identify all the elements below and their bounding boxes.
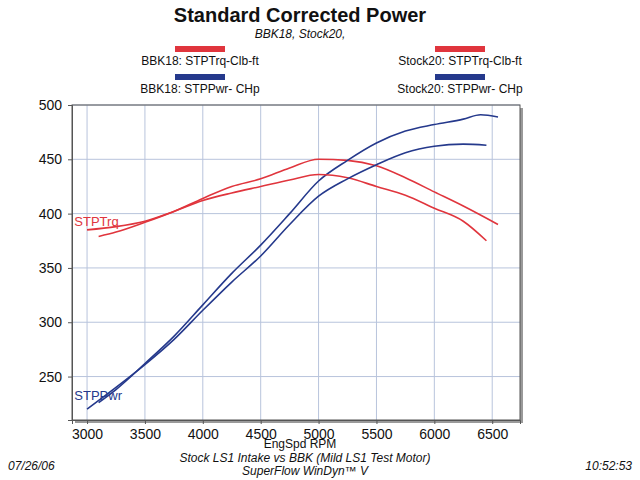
series-line [99,115,498,403]
x-tick-mark [492,420,493,424]
legend-swatch [435,74,485,80]
x-tick-label: 3000 [72,426,103,442]
grid-line-y [72,213,520,214]
grid-line-y [72,267,520,268]
legend-swatch [435,46,485,52]
series-line [87,144,486,409]
y-tick-mark [68,159,72,160]
grid-line-x [144,105,145,420]
grid-line-y [72,376,520,377]
legend-swatch [175,46,225,52]
y-tick: 400 [39,206,72,222]
date: 07/26/06 [8,459,55,473]
x-tick-mark [376,420,377,424]
subtitle: BBK18, Stock20, [255,27,346,41]
y-tick-label: 350 [39,260,63,276]
y-tick-label: 250 [39,369,63,385]
grid-line-y [72,322,520,323]
grid-line-x [492,105,493,420]
x-axis-title: EngSpd RPM [264,437,337,451]
annotation: STPPwr [74,388,122,403]
y-tick-mark [68,268,72,269]
x-tick: 6500 [477,420,508,442]
y-tick: 300 [39,314,72,330]
grid-line-x [202,105,203,420]
y-tick-mark [68,322,72,323]
series-line [87,175,486,241]
legend-label: Stock20: STPPwr- CHp [397,82,523,96]
x-tick-mark [145,420,146,424]
y-axis: 250 300 350 400 450 500 [39,97,73,421]
series-line [99,159,498,236]
y-tick-mark [68,214,72,215]
grid-line-x [376,105,377,420]
x-tick-label: 6500 [477,426,508,442]
x-tick: 6000 [419,420,450,442]
legend-label: Stock20: STPTrq-Clb-ft [398,54,522,68]
x-tick: 3000 [72,420,103,442]
x-tick-label: 6000 [419,426,450,442]
y-tick: 350 [39,260,72,276]
legend-label: BBK18: STPTrq-Clb-ft [141,54,259,68]
y-tick-label: 400 [39,206,63,222]
plot-frame [72,105,520,420]
y-tick-label: 500 [39,97,63,113]
grid-line-x [318,105,319,420]
grid [72,105,520,420]
y-tick-mark [68,105,72,106]
footer-note: SuperFlow WinDyn™ V [242,464,369,478]
grid-line-x [87,105,88,420]
y-tick: 500 [39,97,72,113]
legend: BBK18: STPTrq-Clb-ft BBK18: STPPwr- CHp St… [140,46,523,96]
grid-line-x [434,105,435,420]
annotation: STPTrq [74,214,118,229]
y-tick-label: 300 [39,314,63,330]
x-tick: 3500 [130,420,161,442]
grid-line-y [72,159,520,160]
footer-note: Stock LS1 Intake vs BBK (Mild LS1 Test M… [180,451,431,465]
grid-line-x [260,105,261,420]
y-tick: 450 [39,151,72,167]
chart-svg: 3000350040004500500055006000650025030035… [0,0,640,480]
y-tick-mark [68,377,72,378]
x-tick-mark [434,420,435,424]
x-tick-mark [261,420,262,424]
time: 10:52:53 [585,459,632,473]
y-tick: 250 [39,369,72,385]
x-axis-line [73,421,521,425]
legend-swatch [175,74,225,80]
title: Standard Corrected Power [174,4,427,26]
x-tick-label: 3500 [130,426,161,442]
x-tick-mark [203,420,204,424]
series-lines [87,115,498,409]
x-tick-mark [319,420,320,424]
x-tick: 4000 [188,420,219,442]
plot-background [72,105,520,420]
y-axis-line [68,106,73,421]
y-tick-label: 450 [39,151,63,167]
x-tick: 5500 [361,420,392,442]
x-tick-label: 4000 [188,426,219,442]
x-tick-label: 5500 [361,426,392,442]
x-tick-mark [87,420,88,424]
legend-label: BBK18: STPPwr- CHp [140,82,260,96]
